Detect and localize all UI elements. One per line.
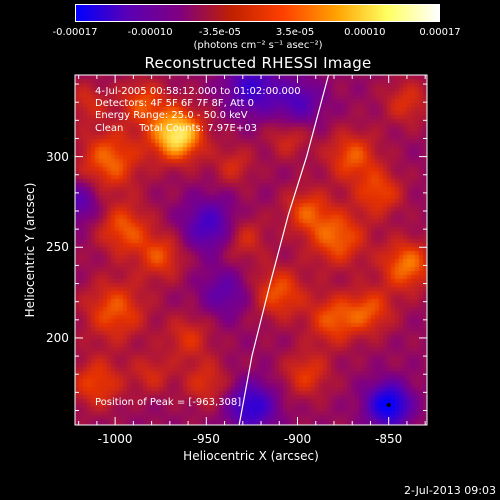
colorbar-tick-label: -0.00017 xyxy=(52,27,98,38)
x-tick-label: -900 xyxy=(283,432,312,446)
info-clean-counts: Clean Total Counts: 7.97E+03 xyxy=(95,122,257,134)
info-time-range: 4-Jul-2005 00:58:12.000 to 01:02:00.000 xyxy=(95,86,301,97)
colorbar-units: (photons cm⁻² s⁻¹ asec⁻²) xyxy=(193,40,323,51)
x-tick-label: -850 xyxy=(375,432,403,446)
x-axis-label: Heliocentric X (arcsec) xyxy=(183,449,319,463)
solar-limb-line xyxy=(238,74,330,426)
info-energy-range: Energy Range: 25.0 - 50.0 keV xyxy=(95,110,248,122)
rhessi-image-heatmap xyxy=(75,75,427,425)
footer-date: 2-Jul-2013 09:03 xyxy=(403,484,496,497)
chart-title: Reconstructed RHESSI Image xyxy=(144,54,372,72)
colorbar-tick-label: 0.00017 xyxy=(419,27,461,38)
y-tick-label: 300 xyxy=(46,149,69,164)
image-info: 4-Jul-2005 00:58:12.000 to 01:02:00.000 … xyxy=(95,86,301,135)
x-tick-label: -950 xyxy=(192,432,220,446)
colorbar xyxy=(75,4,440,22)
cold-spot-marker xyxy=(386,403,391,408)
colorbar-tick-label: 3.5e-05 xyxy=(275,27,315,38)
x-tick-label: -1000 xyxy=(97,432,133,446)
colorbar-tick-label: -3.5e-05 xyxy=(198,27,241,38)
plot-frame xyxy=(74,74,428,426)
y-axis-label: Heliocentric Y (arcsec) xyxy=(23,182,37,318)
colorbar-tick-label: -0.00010 xyxy=(127,27,173,38)
y-tick-label: 250 xyxy=(46,240,69,255)
colorbar-tick-label: 0.00010 xyxy=(344,27,386,38)
info-detectors: Detectors: 4F 5F 6F 7F 8F, Att 0 xyxy=(95,98,255,110)
peak-position-label: Position of Peak = [-963,308] xyxy=(95,397,242,408)
y-tick-label: 200 xyxy=(46,330,69,345)
